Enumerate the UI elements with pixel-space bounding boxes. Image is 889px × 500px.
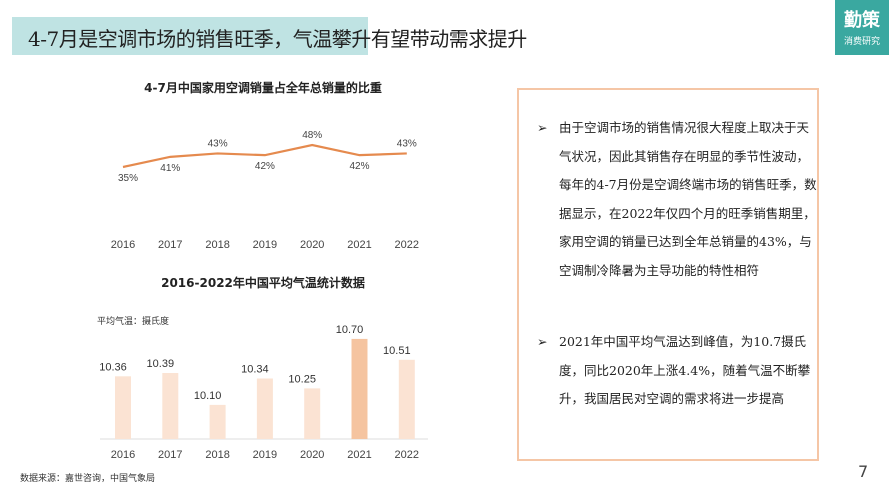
line-data-label: 42% (349, 161, 369, 172)
bar-chart-title: 2016-2022年中国平均气温统计数据 (161, 276, 365, 290)
line-x-tick: 2016 (111, 239, 135, 251)
bar-data-label: 10.25 (288, 373, 316, 385)
bar-x-tick: 2016 (111, 449, 135, 461)
bar-x-tick: 2019 (253, 449, 277, 461)
bar (209, 404, 226, 439)
line-x-tick: 2019 (253, 239, 277, 251)
line-x-tick: 2021 (347, 239, 371, 251)
arrowhead-bullet-icon: ➢ (537, 120, 548, 135)
bar-x-tick: 2022 (395, 449, 419, 461)
line-x-tick: 2017 (158, 239, 182, 251)
line-x-tick: 2022 (395, 239, 419, 251)
source-note: 数据来源：嘉世咨询，中国气象局 (20, 474, 156, 484)
bullet-text: 由于空调市场的销售情况很大程度上取决于天气状况，因此其销售存在明显的季节性波动，… (559, 120, 817, 278)
bar-x-tick: 2020 (300, 449, 324, 461)
line-data-label: 43% (397, 138, 417, 149)
bar (162, 373, 179, 439)
bullet-text: 2021年中国平均气温达到峰值，为10.7摄氏度，同比2020年上涨4.4%，随… (559, 334, 811, 406)
arrowhead-bullet-icon: ➢ (537, 334, 548, 349)
line-series (122, 143, 407, 169)
bar (256, 378, 273, 439)
page-title: 4-7月是空调市场的销售旺季，气温攀升有望带动需求提升 (28, 27, 527, 51)
bar-chart-ylabel: 平均气温：摄氏度 (97, 317, 170, 327)
line-data-label: 42% (255, 161, 275, 172)
line-x-tick: 2018 (205, 239, 229, 251)
logo: 勤策 消费研究 (835, 0, 889, 55)
bar (398, 359, 415, 439)
logo-line2: 消费研究 (843, 37, 880, 47)
bar-data-label: 10.10 (194, 390, 222, 402)
line-data-label: 41% (160, 163, 180, 174)
bar-x-tick: 2017 (158, 449, 182, 461)
bullet-1: ➢ 由于空调市场的销售情况很大程度上取决于天气状况，因此其销售存在明显的季节性波动… (537, 114, 821, 285)
bar-data-label: 10.51 (383, 345, 411, 357)
line-data-label: 43% (208, 138, 228, 149)
bar-data-label: 10.34 (241, 364, 269, 376)
bar-data-label: 10.70 (336, 324, 364, 336)
line-x-tick: 2020 (300, 239, 324, 251)
logo-line1: 勤策 (844, 10, 880, 31)
bar (351, 338, 368, 439)
line-data-label: 48% (302, 130, 322, 141)
text-panel: ➢ 由于空调市场的销售情况很大程度上取决于天气状况，因此其销售存在明显的季节性波动… (517, 88, 819, 461)
bar (115, 376, 131, 439)
bar-x-tick: 2021 (347, 449, 371, 461)
bar-x-tick: 2018 (205, 449, 229, 461)
bar-data-label: 10.39 (147, 358, 175, 370)
page-number: 7 (858, 462, 869, 481)
title-bar: 4-7月是空调市场的销售旺季，气温攀升有望带动需求提升 (12, 17, 527, 55)
bar (304, 388, 321, 439)
line-chart-title: 4-7月中国家用空调销量占全年总销量的比重 (144, 81, 382, 95)
bullet-2: ➢ 2021年中国平均气温达到峰值，为10.7摄氏度，同比2020年上涨4.4%，… (537, 328, 821, 414)
bar-data-label: 10.36 (99, 361, 127, 373)
line-data-label: 35% (118, 173, 138, 184)
